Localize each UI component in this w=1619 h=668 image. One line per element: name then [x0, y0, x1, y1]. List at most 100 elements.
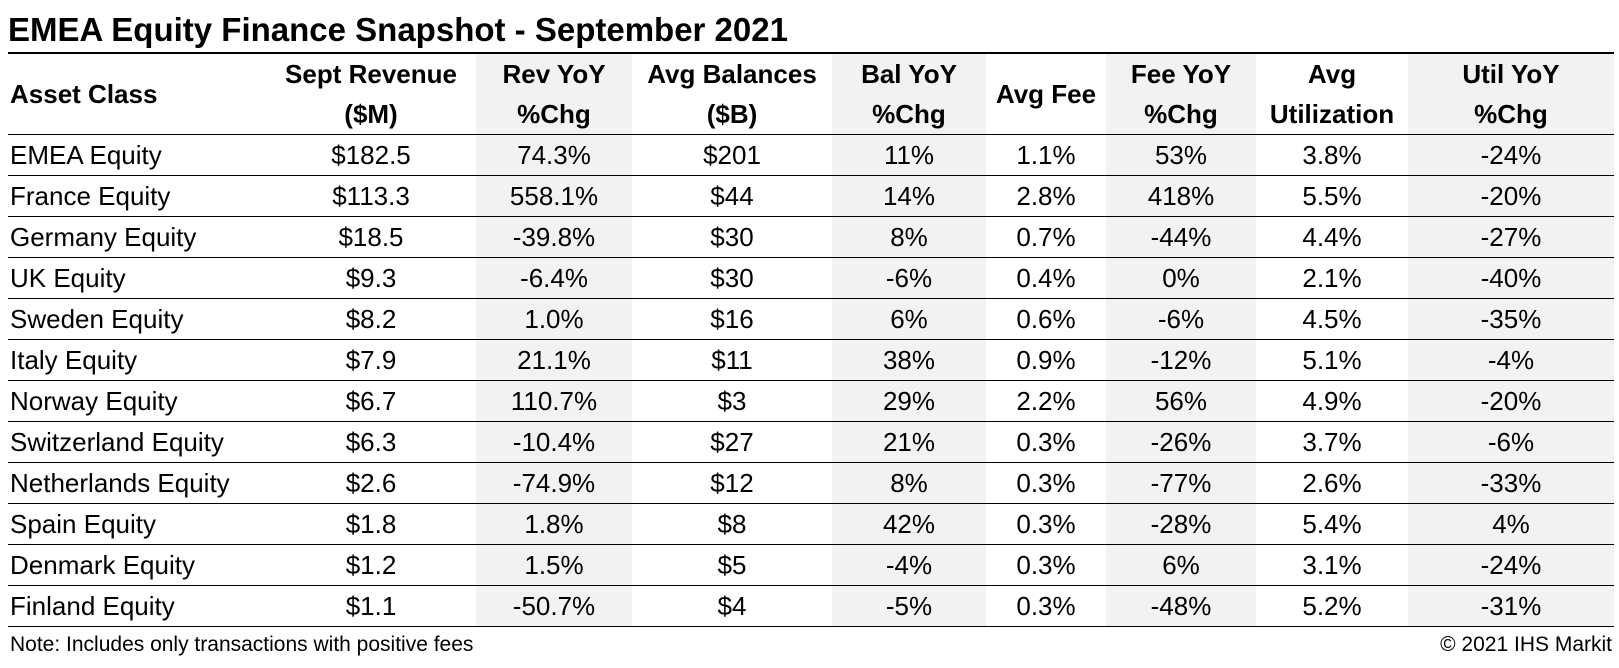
table-cell-fee-yoy: -6% [1106, 298, 1256, 340]
table-cell-util-yoy: -33% [1408, 462, 1614, 504]
table-cell-sept-revenue: $2.6 [266, 462, 476, 504]
equity-finance-table: Asset Class Sept Revenue ($M) Rev YoY %Chg Av… [8, 52, 1614, 627]
column-header-line: Bal YoY [861, 59, 957, 89]
table-cell-avg-utilization: 4.4% [1256, 216, 1408, 258]
row-label: Denmark Equity [8, 544, 266, 586]
table-cell-rev-yoy: 74.3% [476, 134, 632, 176]
table-cell-util-yoy: -31% [1408, 585, 1614, 627]
table-cell-rev-yoy: 1.0% [476, 298, 632, 340]
table-cell-rev-yoy: 558.1% [476, 175, 632, 217]
table-cell-avg-balances: $27 [632, 421, 832, 463]
column-header-line: Rev YoY [502, 59, 606, 89]
snapshot-panel: EMEA Equity Finance Snapshot - September… [8, 8, 1614, 663]
table-cell-avg-balances: $201 [632, 134, 832, 176]
table-cell-avg-fee: 2.8% [986, 175, 1106, 217]
table-cell-fee-yoy: -26% [1106, 421, 1256, 463]
table-cell-bal-yoy: 38% [832, 339, 986, 381]
column-header-line: %Chg [1144, 99, 1218, 129]
table-cell-util-yoy: -6% [1408, 421, 1614, 463]
table-cell-util-yoy: -4% [1408, 339, 1614, 381]
table-cell-avg-utilization: 4.9% [1256, 380, 1408, 422]
table-cell-avg-balances: $16 [632, 298, 832, 340]
table-cell-fee-yoy: -48% [1106, 585, 1256, 627]
table-cell-avg-balances: $30 [632, 257, 832, 299]
table-cell-sept-revenue: $6.7 [266, 380, 476, 422]
table-cell-sept-revenue: $7.9 [266, 339, 476, 381]
column-header-line: ($B) [706, 99, 758, 129]
column-header-line: Avg Fee [995, 79, 1097, 109]
column-header-line: %Chg [1474, 99, 1548, 129]
table-row: Finland Equity $1.1 -50.7% $4 -5% 0.3% -48% 5.2… [8, 585, 1614, 627]
column-header-line: Fee YoY [1130, 59, 1232, 89]
table-cell-avg-fee: 0.4% [986, 257, 1106, 299]
table-cell-util-yoy: -20% [1408, 175, 1614, 217]
table-cell-rev-yoy: -50.7% [476, 585, 632, 627]
table-cell-fee-yoy: -28% [1106, 503, 1256, 545]
table-cell-avg-utilization: 5.2% [1256, 585, 1408, 627]
table-cell-sept-revenue: $1.2 [266, 544, 476, 586]
row-label: Spain Equity [8, 503, 266, 545]
table-cell-sept-revenue: $9.3 [266, 257, 476, 299]
row-label: EMEA Equity [8, 134, 266, 176]
table-cell-avg-balances: $4 [632, 585, 832, 627]
table-row: Italy Equity $7.9 21.1% $11 38% 0.9% -12% 5.1% -… [8, 339, 1614, 381]
table-cell-avg-balances: $11 [632, 339, 832, 381]
table-cell-sept-revenue: $1.1 [266, 585, 476, 627]
table-cell-fee-yoy: 6% [1106, 544, 1256, 586]
footnote: Note: Includes only transactions with po… [10, 633, 474, 656]
column-header-line: Util YoY [1462, 59, 1560, 89]
table-row: Spain Equity $1.8 1.8% $8 42% 0.3% -28% 5.4% 4% [8, 503, 1614, 545]
table-cell-rev-yoy: 1.5% [476, 544, 632, 586]
table-cell-sept-revenue: $1.8 [266, 503, 476, 545]
table-cell-util-yoy: -20% [1408, 380, 1614, 422]
table-cell-fee-yoy: -44% [1106, 216, 1256, 258]
table-cell-avg-utilization: 4.5% [1256, 298, 1408, 340]
table-cell-util-yoy: -24% [1408, 134, 1614, 176]
table-cell-sept-revenue: $8.2 [266, 298, 476, 340]
table-cell-avg-fee: 0.7% [986, 216, 1106, 258]
table-cell-util-yoy: -35% [1408, 298, 1614, 340]
table-cell-avg-utilization: 2.1% [1256, 257, 1408, 299]
row-label: France Equity [8, 175, 266, 217]
table-row: Switzerland Equity $6.3 -10.4% $27 21% 0.3% -2… [8, 421, 1614, 463]
table-header-row: Asset Class Sept Revenue ($M) Rev YoY %Chg Av… [8, 53, 1614, 135]
row-label: Sweden Equity [8, 298, 266, 340]
table-cell-avg-balances: $8 [632, 503, 832, 545]
table-cell-avg-utilization: 5.4% [1256, 503, 1408, 545]
column-header-line: ($M) [344, 99, 398, 129]
table-cell-util-yoy: -24% [1408, 544, 1614, 586]
column-header-avg-fee: Avg Fee [986, 53, 1106, 135]
table-body: EMEA Equity $182.5 74.3% $201 11% 1.1% 53% 3.8%… [8, 134, 1614, 627]
table-cell-avg-fee: 0.9% [986, 339, 1106, 381]
table-row: Sweden Equity $8.2 1.0% $16 6% 0.6% -6% 4.5% -35… [8, 298, 1614, 340]
table-cell-fee-yoy: -12% [1106, 339, 1256, 381]
table-cell-util-yoy: -40% [1408, 257, 1614, 299]
table-cell-fee-yoy: 418% [1106, 175, 1256, 217]
table-cell-avg-fee: 0.3% [986, 421, 1106, 463]
row-label: Netherlands Equity [8, 462, 266, 504]
table-cell-fee-yoy: -77% [1106, 462, 1256, 504]
table-cell-avg-fee: 0.3% [986, 503, 1106, 545]
table-cell-avg-utilization: 3.8% [1256, 134, 1408, 176]
table-cell-avg-fee: 0.6% [986, 298, 1106, 340]
column-header-asset-class: Asset Class [8, 53, 266, 135]
table-row: France Equity $113.3 558.1% $44 14% 2.8% 418% 5… [8, 175, 1614, 217]
table-cell-avg-balances: $5 [632, 544, 832, 586]
table-cell-sept-revenue: $6.3 [266, 421, 476, 463]
column-header-line: Utilization [1269, 99, 1395, 129]
table-cell-avg-balances: $44 [632, 175, 832, 217]
table-cell-fee-yoy: 56% [1106, 380, 1256, 422]
table-cell-avg-utilization: 5.1% [1256, 339, 1408, 381]
table-cell-avg-utilization: 2.6% [1256, 462, 1408, 504]
table-row: EMEA Equity $182.5 74.3% $201 11% 1.1% 53% 3.8%… [8, 134, 1614, 176]
column-header-rev-yoy: Rev YoY %Chg [476, 53, 632, 135]
table-row: Netherlands Equity $2.6 -74.9% $12 8% 0.3% -77… [8, 462, 1614, 504]
table-cell-bal-yoy: -4% [832, 544, 986, 586]
column-header-line: Avg [1307, 59, 1357, 89]
table-row: Germany Equity $18.5 -39.8% $30 8% 0.7% -44% 4.… [8, 216, 1614, 258]
table-cell-avg-balances: $3 [632, 380, 832, 422]
table-cell-rev-yoy: 21.1% [476, 339, 632, 381]
column-header-util-yoy: Util YoY %Chg [1408, 53, 1614, 135]
table-cell-bal-yoy: 21% [832, 421, 986, 463]
column-header-avg-utilization: Avg Utilization [1256, 53, 1408, 135]
